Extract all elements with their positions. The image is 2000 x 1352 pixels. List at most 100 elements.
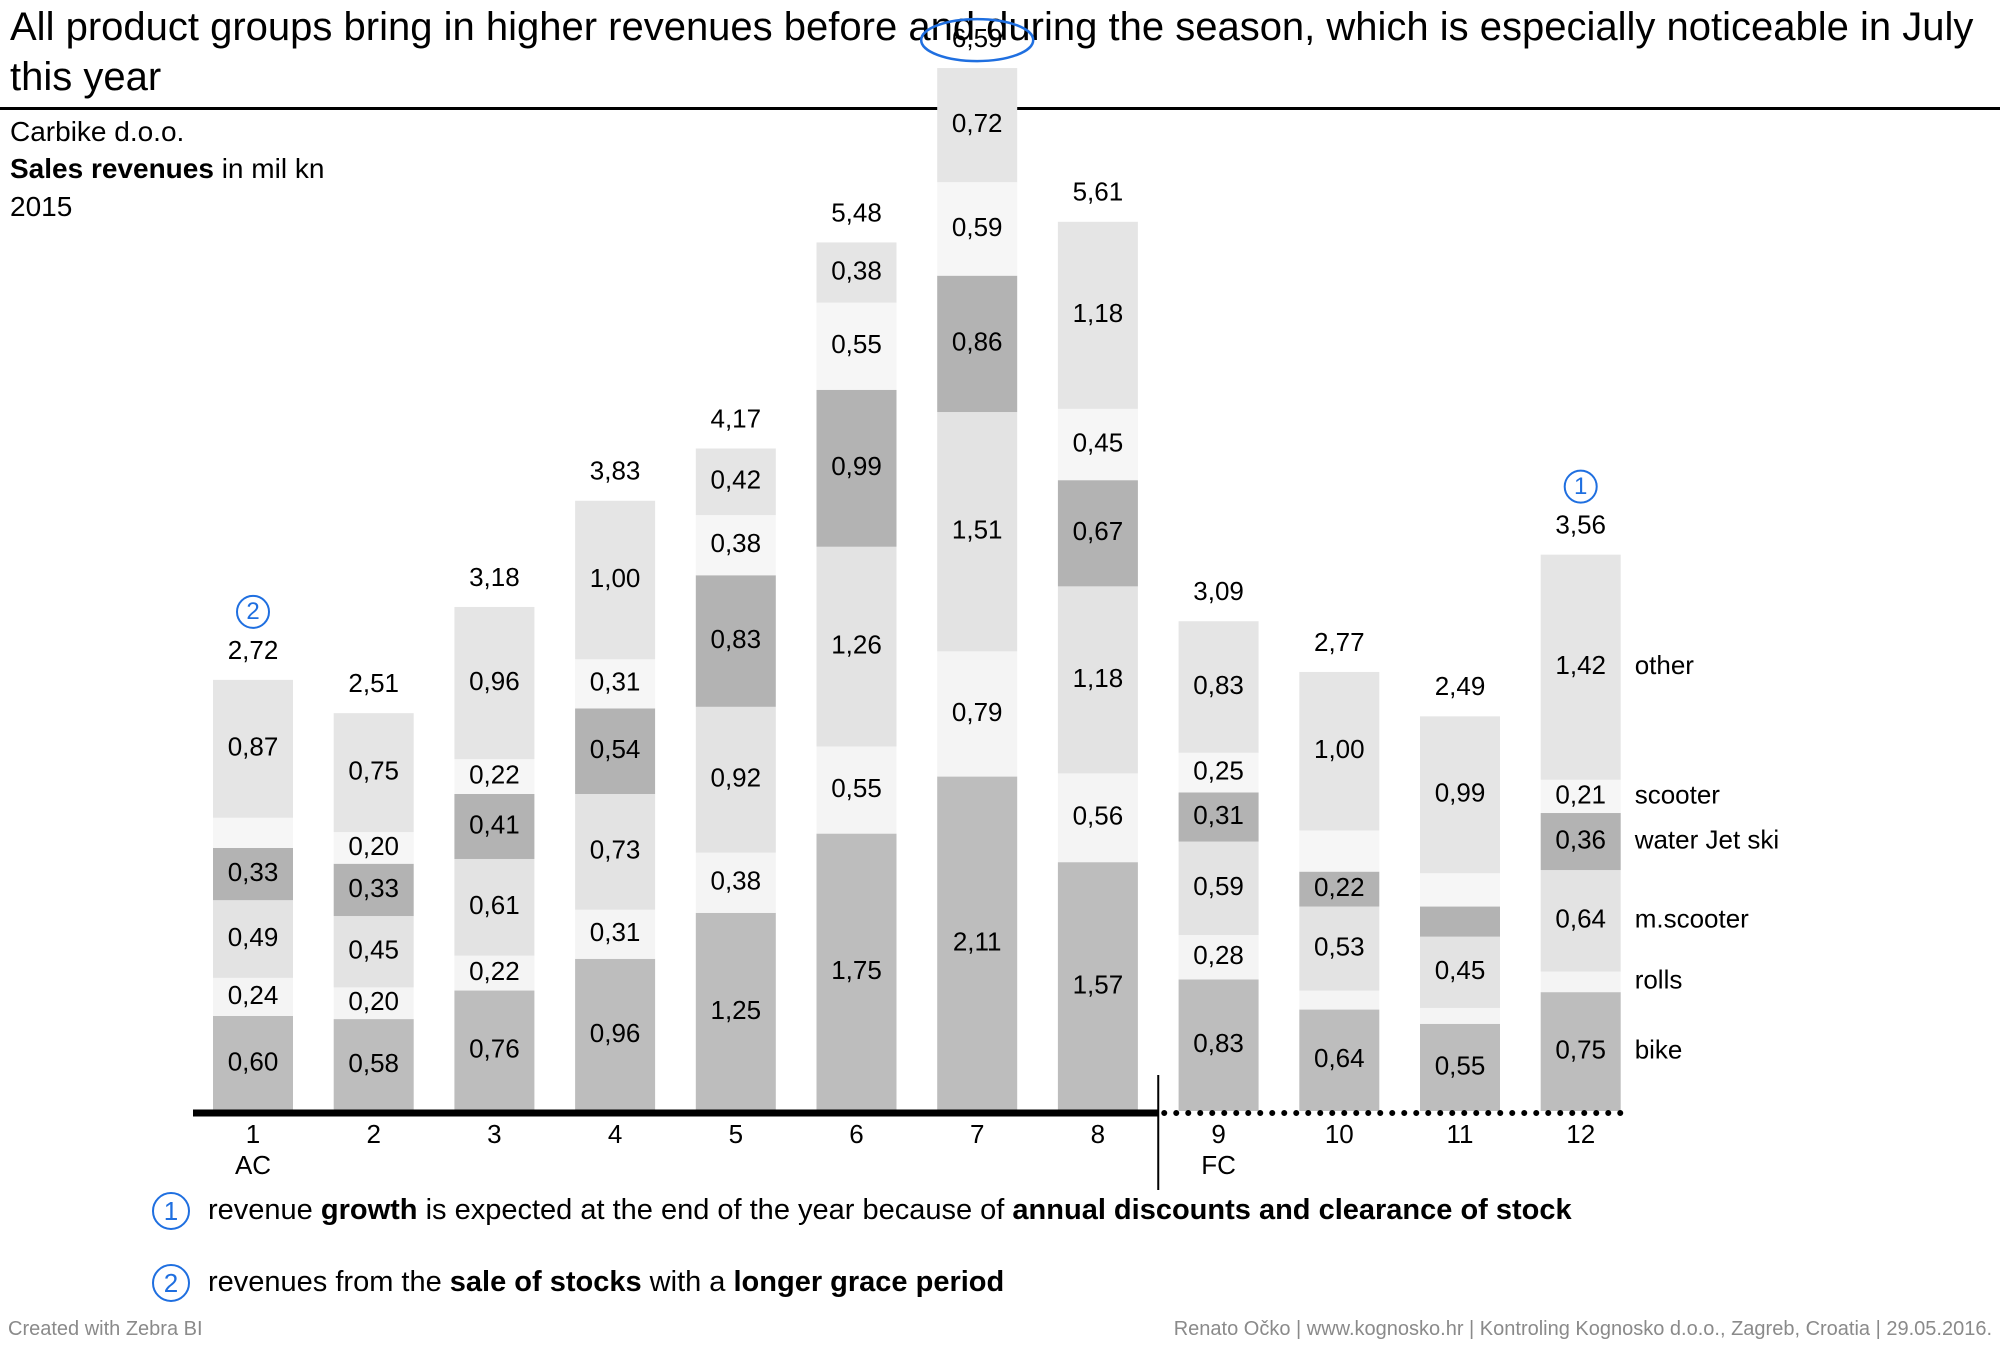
bar-11-waterjetski (1420, 906, 1500, 937)
note-2-text-4: longer grace period (733, 1266, 1005, 1298)
note-1: 1 revenue growth is expected at the end o… (152, 1190, 1572, 1231)
bar-1-rolls (213, 977, 293, 1016)
bar-3-bike (454, 990, 535, 1111)
bar-8-rolls (1057, 773, 1138, 863)
value-label-4-rolls: 0,31 (590, 917, 641, 947)
bar-6-mscooter (816, 546, 897, 747)
value-label-2-mscooter: 0,45 (348, 935, 399, 965)
value-label-8-bike: 1,57 (1073, 969, 1124, 999)
value-label-3-waterjetski: 0,41 (469, 809, 520, 839)
value-label-1-other: 0,87 (228, 732, 279, 762)
value-label-7-bike: 2,11 (953, 927, 1002, 957)
value-label-12-scooter: 0,21 (1555, 779, 1606, 809)
value-label-9-scooter: 0,25 (1193, 755, 1244, 785)
value-label-7-mscooter: 1,51 (952, 515, 1003, 545)
value-label-10-other: 1,00 (1314, 734, 1365, 764)
value-label-4-bike: 0,96 (590, 1018, 641, 1048)
bar-12-scooter (1540, 779, 1621, 814)
bar-8-bike (1057, 862, 1138, 1111)
legend-label-other: other (1635, 650, 1695, 680)
value-label-8-mscooter: 1,18 (1073, 663, 1124, 693)
bar-7-waterjetski (937, 275, 1018, 413)
value-label-5-other: 0,42 (710, 465, 761, 495)
value-label-9-waterjetski: 0,31 (1193, 800, 1244, 830)
bar-6-bike (816, 833, 897, 1111)
value-label-1-mscooter: 0,49 (228, 922, 279, 952)
bar-10-other (1299, 671, 1380, 831)
bar-11-rolls (1420, 1007, 1500, 1024)
bar-3-waterjetski (454, 794, 535, 859)
value-label-6-mscooter: 1,26 (831, 629, 882, 659)
value-label-3-bike: 0,76 (469, 1034, 520, 1064)
measure-unit: in mil kn (213, 153, 325, 184)
value-label-11-other: 0,99 (1435, 778, 1486, 808)
value-label-6-scooter: 0,55 (831, 329, 882, 359)
value-label-12-other: 1,42 (1555, 650, 1606, 680)
note-1-badge: 1 (152, 1192, 190, 1231)
x-tick-8: 8 (1091, 1119, 1105, 1149)
bar-11-other (1420, 716, 1500, 874)
bar-1-bike (213, 1015, 293, 1111)
note-2-text-1: revenues from the (208, 1266, 450, 1298)
bar-7-bike (937, 776, 1018, 1111)
total-label-7: 6,59 (952, 23, 1003, 53)
value-label-6-bike: 1,75 (831, 955, 882, 985)
bar-7-rolls (937, 651, 1018, 777)
bar-12-mscooter (1540, 870, 1621, 972)
value-label-5-waterjetski: 0,83 (710, 624, 761, 654)
bar-4-mscooter (575, 794, 656, 910)
value-label-12-mscooter: 0,64 (1555, 904, 1606, 934)
x-tick-3: 3 (487, 1119, 501, 1149)
measure-name: Sales revenues (10, 153, 214, 184)
bar-7-other (937, 68, 1018, 183)
bar-3-mscooter (454, 858, 535, 956)
bar-3-other (454, 606, 535, 760)
bar-12-waterjetski (1540, 813, 1621, 871)
value-label-1-rolls: 0,24 (228, 980, 279, 1010)
bar-10-mscooter (1299, 906, 1380, 991)
chart-title: All product groups bring in higher reven… (10, 5, 1974, 99)
value-label-9-bike: 0,83 (1193, 1028, 1244, 1058)
bar-1-other (213, 679, 293, 818)
total-label-5: 4,17 (710, 403, 761, 433)
value-label-7-rolls: 0,79 (952, 697, 1003, 727)
bar-2-mscooter (333, 916, 414, 988)
marker-badge-circle-12 (1563, 469, 1598, 504)
bar-5-mscooter (695, 706, 776, 853)
x-tick-7: 7 (970, 1119, 984, 1149)
value-label-8-other: 1,18 (1073, 298, 1124, 328)
x-sublabel-1: AC (235, 1150, 271, 1180)
value-label-2-rolls: 0,20 (348, 986, 399, 1016)
value-label-12-bike: 0,75 (1555, 1034, 1606, 1064)
note-1-text-1: revenue (208, 1194, 321, 1226)
total-label-9: 3,09 (1193, 576, 1244, 606)
value-label-5-scooter: 0,38 (710, 528, 761, 558)
bar-2-scooter (333, 832, 414, 864)
bar-1-scooter (213, 817, 293, 848)
bar-8-waterjetski (1057, 480, 1138, 587)
bar-4-other (575, 500, 656, 660)
bar-11-bike (1420, 1023, 1500, 1111)
x-sublabel-9: FC (1201, 1150, 1236, 1180)
value-label-1-waterjetski: 0,33 (228, 857, 279, 887)
total-label-8: 5,61 (1073, 177, 1124, 207)
bar-9-waterjetski (1178, 792, 1259, 842)
x-tick-10: 10 (1325, 1119, 1354, 1149)
note-2: 2 revenues from the sale of stocks with a… (152, 1262, 1005, 1303)
value-label-3-other: 0,96 (469, 666, 520, 696)
bar-12-bike (1540, 992, 1621, 1111)
x-tick-1: 1 (246, 1119, 260, 1149)
value-label-1-bike: 0,60 (228, 1046, 279, 1076)
marker-badge-1: 2 (246, 598, 259, 625)
total-label-3: 3,18 (469, 562, 520, 592)
value-label-6-waterjetski: 0,99 (831, 451, 882, 481)
legend-label-rolls: rolls (1635, 965, 1683, 995)
value-label-8-rolls: 0,56 (1073, 801, 1124, 831)
legend-label-waterjetski: water Jet ski (1634, 824, 1780, 854)
bar-5-bike (695, 912, 776, 1111)
value-label-4-mscooter: 0,73 (590, 835, 641, 865)
value-label-9-mscooter: 0,59 (1193, 871, 1244, 901)
total-label-4: 3,83 (590, 456, 641, 486)
bar-12-other (1540, 554, 1621, 780)
